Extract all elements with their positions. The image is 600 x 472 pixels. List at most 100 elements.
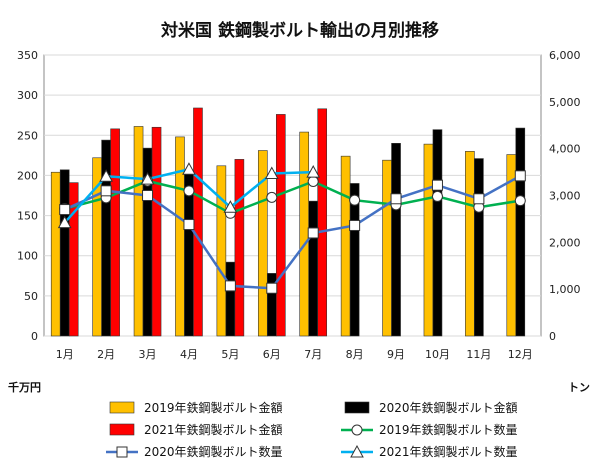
bar-2021 [317, 108, 328, 337]
bar-2019 [340, 155, 351, 337]
point-2020 [142, 190, 154, 201]
point-2020 [390, 193, 402, 205]
legend-marker [351, 424, 363, 436]
x-tick-label: 10月 [425, 348, 450, 361]
left-tick-label: 150 [17, 210, 38, 223]
left-tick-label: 250 [17, 129, 38, 142]
x-tick-label: 8月 [346, 348, 364, 361]
x-axis: 1月 2月 3月 4月 5月 6月 7月 8月 9月 10月 11月 12月 [56, 348, 533, 361]
bar-2019 [423, 143, 434, 337]
bar-2020 [59, 169, 70, 337]
bar-2019 [216, 165, 227, 337]
right-tick-label: 3,000 [549, 190, 581, 203]
bar-2019 [175, 136, 185, 337]
right-tick-label: 0 [549, 330, 556, 343]
right-tick-label: 2,000 [549, 236, 581, 249]
legend-label: 2021年鉄鋼製ボルト数量 [379, 444, 518, 459]
left-tick-label: 200 [17, 169, 38, 182]
bar-2020 [349, 183, 360, 337]
bar-2019 [50, 171, 61, 337]
point-2019 [349, 194, 361, 206]
left-tick-label: 300 [17, 89, 38, 102]
line-series [57, 162, 526, 294]
bar-2021 [275, 114, 286, 337]
point-2020 [224, 280, 236, 292]
point-2020 [473, 193, 485, 205]
x-tick-label: 1月 [56, 348, 74, 361]
point-2020 [307, 227, 319, 239]
legend-label: 2021年鉄鋼製ボルト金額 [144, 422, 283, 437]
left-tick-label: 100 [17, 250, 38, 263]
legend: 2019年鉄鋼製ボルト金額 2020年鉄鋼製ボルト金額 2021年鉄鋼製ボルト金額 2… [106, 400, 518, 459]
legend-label: 2019年鉄鋼製ボルト数量 [379, 422, 518, 437]
bar-2021 [234, 159, 245, 337]
legend-swatch [109, 401, 135, 414]
point-2021 [140, 172, 155, 185]
left-axis: 0 50 100 150 200 250 300 350 [17, 49, 38, 343]
legend-swatch [344, 401, 370, 414]
point-2020 [59, 204, 71, 216]
legend-label: 2020年鉄鋼製ボルト金額 [379, 400, 518, 415]
right-tick-label: 1,000 [549, 283, 581, 296]
legend-swatch [109, 423, 135, 436]
chart-title: 対米国 鉄鋼製ボルト輸出の月別推移 [160, 20, 439, 41]
bar-2020 [432, 129, 443, 337]
point-2021 [223, 200, 238, 213]
left-tick-label: 350 [17, 49, 38, 62]
right-axis: 0 1,000 2,000 3,000 4,000 5,000 6,000 [549, 49, 581, 343]
bar-2020 [474, 158, 484, 337]
left-tick-label: 0 [31, 330, 38, 343]
legend-marker [116, 446, 128, 458]
right-tick-label: 5,000 [549, 96, 581, 109]
bar-2020 [184, 173, 194, 337]
gridlines [44, 54, 541, 337]
right-tick-label: 6,000 [549, 49, 581, 62]
point-2020 [431, 179, 443, 191]
point-2021 [57, 215, 72, 229]
point-2020 [100, 185, 112, 197]
legend-label: 2020年鉄鋼製ボルト数量 [144, 444, 283, 459]
point-2020 [266, 282, 278, 294]
bar-2021 [68, 182, 79, 337]
legend-label: 2019年鉄鋼製ボルト金額 [144, 400, 283, 415]
bar-2021 [193, 107, 203, 337]
point-2021 [264, 166, 279, 179]
point-2019 [307, 175, 319, 187]
bar-2019 [382, 159, 392, 337]
bar-2019 [257, 150, 268, 337]
point-2021 [182, 162, 196, 175]
point-2021 [306, 165, 321, 178]
bar-2020 [225, 261, 236, 337]
x-tick-label: 4月 [180, 348, 198, 361]
point-2020 [183, 219, 195, 231]
line-2019 [64, 179, 521, 215]
right-tick-label: 4,000 [549, 143, 581, 156]
point-2021 [99, 169, 113, 182]
left-tick-label: 50 [24, 290, 38, 303]
bar-2019 [465, 151, 475, 337]
point-2019 [266, 191, 278, 203]
bar-series [50, 107, 526, 337]
line-2020 [64, 174, 521, 290]
bar-2021 [151, 126, 162, 337]
bar-2019 [133, 126, 144, 337]
x-tick-label: 7月 [304, 348, 322, 361]
x-tick-label: 5月 [221, 348, 239, 361]
x-tick-label: 6月 [263, 348, 281, 361]
x-tick-label: 12月 [508, 348, 533, 361]
bar-2020 [391, 143, 401, 337]
x-tick-label: 3月 [139, 348, 157, 361]
point-2019 [183, 185, 195, 197]
point-2019 [514, 195, 526, 207]
point-2020 [514, 170, 526, 182]
legend-marker [350, 444, 364, 458]
bar-2020 [308, 200, 319, 337]
point-2020 [349, 219, 361, 231]
bar-2020 [515, 127, 526, 337]
right-axis-unit: トン [568, 381, 590, 394]
left-axis-unit: 千万円 [8, 380, 41, 394]
point-2019 [431, 190, 443, 202]
x-tick-label: 2月 [97, 348, 115, 361]
bar-2019 [299, 131, 310, 337]
